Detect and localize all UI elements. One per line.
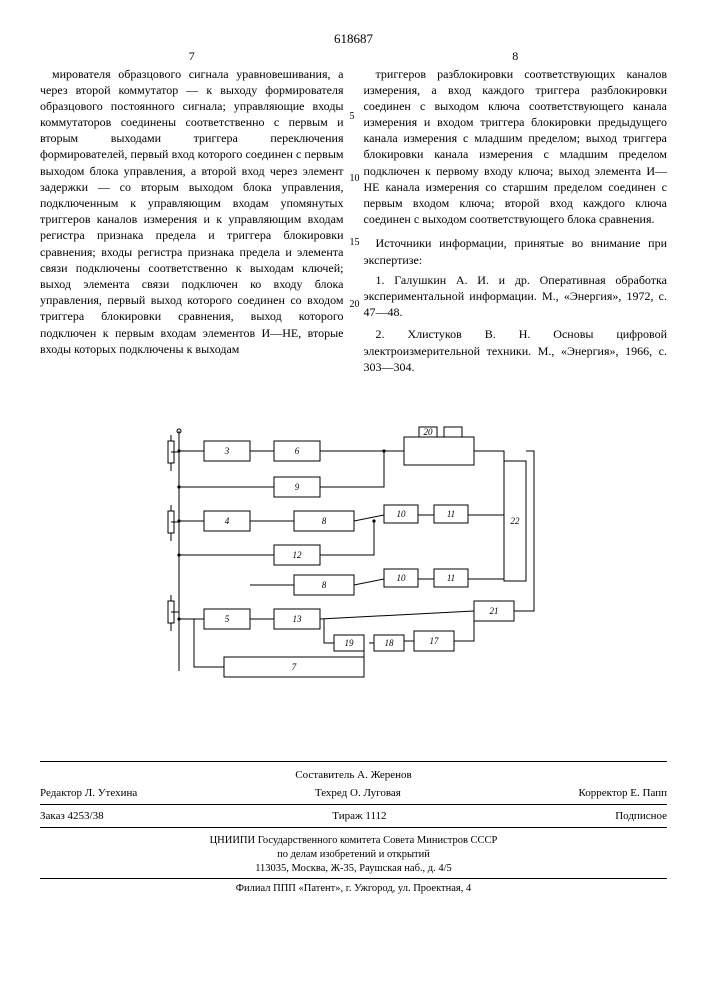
svg-text:6: 6: [294, 446, 299, 456]
svg-text:8: 8: [321, 580, 326, 590]
right-column-text: триггеров разблокировки соответствующих …: [364, 66, 668, 228]
svg-text:21: 21: [489, 606, 498, 616]
corrector: Корректор Е. Папп: [579, 786, 667, 801]
page-col-right-number: 8: [512, 48, 518, 64]
svg-text:10: 10: [396, 573, 406, 583]
left-column-text: мирователя образцового сигнала уравновеш…: [40, 66, 344, 357]
svg-text:17: 17: [429, 636, 439, 646]
svg-text:10: 10: [396, 509, 406, 519]
line-mark-10: 10: [350, 174, 360, 184]
editor: Редактор Л. Утехина: [40, 786, 137, 801]
svg-text:8: 8: [321, 516, 326, 526]
footer-org: ЦНИИПИ Государственного комитета Совета …: [40, 834, 667, 896]
svg-text:4: 4: [224, 516, 229, 526]
svg-text:18: 18: [384, 638, 394, 648]
svg-text:12: 12: [292, 550, 302, 560]
subscription: Подписное: [615, 809, 667, 824]
right-column: 8 5 10 15 20 триггеров разблокировки соо…: [364, 66, 668, 381]
svg-text:20: 20: [423, 427, 433, 437]
line-mark-20: 20: [350, 300, 360, 310]
sources-heading: Источники информации, принятые во вниман…: [364, 235, 668, 267]
svg-text:22: 22: [510, 516, 520, 526]
order-no: Заказ 4253/38: [40, 809, 104, 824]
left-column: 7 мирователя образцового сигнала уравнов…: [40, 66, 344, 381]
patent-number: 618687: [40, 30, 667, 48]
page-col-left-number: 7: [189, 48, 195, 64]
two-column-text: 7 мирователя образцового сигнала уравнов…: [40, 66, 667, 381]
compiler-line: Составитель А. Жеренов: [40, 768, 667, 783]
source-1: 1. Галушкин А. И. и др. Оперативная обра…: [364, 272, 668, 321]
footer: Составитель А. Жеренов Редактор Л. Утехи…: [40, 761, 667, 896]
diagram-svg: 3 6 20 9 22 4 8 10 11 12 8 10 11 5 13 19 18 17 21 7: [124, 411, 584, 691]
block-diagram: 3 6 20 9 22 4 8 10 11 12 8 10 11 5 13 19 18 17 21 7: [124, 411, 584, 691]
svg-text:19: 19: [344, 638, 354, 648]
svg-text:9: 9: [294, 482, 299, 492]
techred: Техред О. Луговая: [315, 786, 401, 801]
org-line2: по делам изобретений и открытий: [40, 848, 667, 862]
svg-text:3: 3: [223, 446, 229, 456]
source-2: 2. Хлистуков В. Н. Основы цифровой элект…: [364, 326, 668, 375]
org-line1: ЦНИИПИ Государственного комитета Совета …: [40, 834, 667, 848]
addr-line1: 113035, Москва, Ж-35, Раушская наб., д. …: [40, 862, 667, 876]
line-mark-5: 5: [350, 112, 355, 122]
svg-text:5: 5: [224, 614, 229, 624]
svg-text:11: 11: [446, 509, 454, 519]
tirazh: Тираж 1112: [332, 809, 386, 824]
addr-line2: Филиал ППП «Патент», г. Ужгород, ул. Про…: [40, 878, 667, 896]
svg-text:7: 7: [291, 662, 296, 672]
svg-text:11: 11: [446, 573, 454, 583]
line-mark-15: 15: [350, 238, 360, 248]
svg-text:13: 13: [292, 614, 302, 624]
